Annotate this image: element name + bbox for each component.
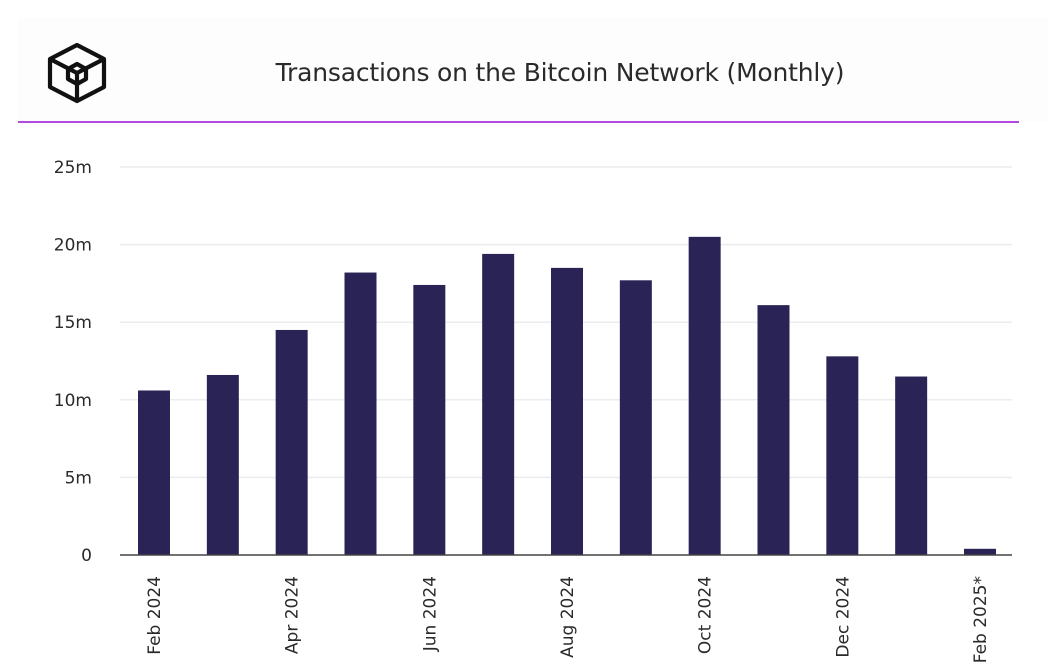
title-divider: [18, 121, 1019, 123]
x-tick-label: Feb 2024: [145, 576, 165, 655]
y-tick-label: 10m: [54, 391, 92, 411]
bar: [275, 329, 308, 555]
bar: [964, 548, 996, 555]
x-tick-label: Apr 2024: [283, 576, 303, 654]
y-tick-label: 5m: [65, 468, 92, 488]
cube-logo-icon: [47, 42, 107, 104]
bar: [757, 305, 790, 555]
bar: [619, 280, 652, 555]
bar: [206, 374, 239, 555]
y-tick-label: 25m: [54, 158, 92, 178]
y-tick-label: 20m: [54, 236, 92, 256]
chart-header: [18, 18, 1048, 122]
bar: [688, 236, 721, 555]
bar: [551, 267, 583, 555]
bar: [482, 253, 515, 556]
x-tick-label: Aug 2024: [558, 576, 578, 658]
x-axis-ticks: Feb 2024 Apr 2024 Jun 2024 Aug 2024 Oct 2024…: [145, 576, 991, 663]
bar: [826, 356, 859, 555]
x-tick-label: Dec 2024: [833, 576, 853, 658]
bar: [413, 284, 446, 555]
bar: [895, 376, 928, 555]
y-axis-ticks: 0 5m 10m 15m 20m 25m: [54, 158, 92, 566]
bar-series: [138, 236, 996, 556]
x-tick-label: Oct 2024: [696, 576, 716, 654]
x-tick-label: Jun 2024: [420, 576, 440, 652]
bar: [344, 272, 377, 555]
y-tick-label: 0: [81, 546, 92, 566]
x-tick-label: Feb 2025*: [971, 576, 991, 663]
y-tick-label: 15m: [54, 313, 92, 333]
bar: [138, 390, 170, 555]
chart-title: Transactions on the Bitcoin Network (Mon…: [275, 58, 845, 87]
